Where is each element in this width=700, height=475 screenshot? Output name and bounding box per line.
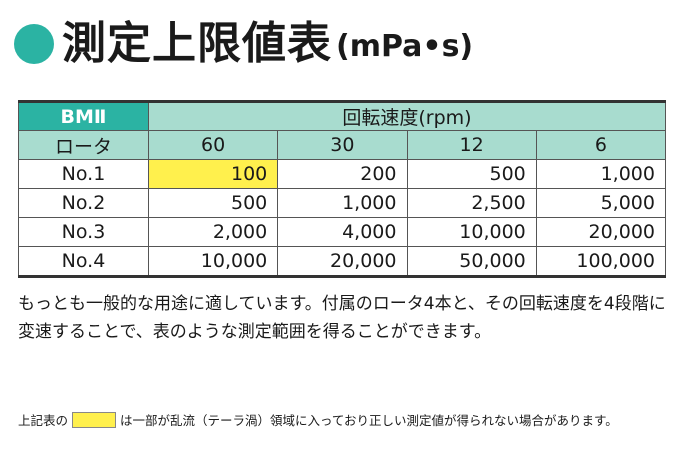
table-row: No.4 10,000 20,000 50,000 100,000 — [18, 246, 667, 277]
table-cell: 10,000 — [406, 217, 537, 247]
table-cell: 2,500 — [406, 188, 537, 218]
table-cell: 20,000 — [277, 246, 408, 277]
description-text: もっとも一般的な用途に適しています。付属のロータ4本と、その回転速度を4段階に変… — [18, 294, 666, 342]
table-cell: 2,000 — [147, 217, 279, 247]
speed-label: 回転速度(rpm) — [148, 101, 666, 131]
rotor-label: ロータ — [18, 130, 149, 160]
table-cell: 1,000 — [277, 188, 408, 218]
title-text: 測定上限値表 — [62, 18, 332, 69]
footnote-suffix: は一部が乱流（テーラ渦）領域に入っており正しい測定値が得られない場合があります。 — [120, 413, 618, 428]
table-cell: 500 — [406, 159, 537, 189]
table-cell: 200 — [277, 159, 408, 189]
table-cell-highlighted: 100 — [147, 159, 279, 189]
speed-header: 60 — [147, 130, 279, 160]
table-row: No.2 500 1,000 2,500 5,000 — [18, 188, 667, 218]
table-cell: 100,000 — [535, 246, 667, 277]
table-cell: 5,000 — [535, 188, 667, 218]
page-title: 測定上限値表 (mPa•s) — [14, 14, 473, 74]
model-label: BMⅡ — [18, 101, 149, 131]
rotor-name: No.2 — [18, 188, 149, 218]
upper-limit-table: BMⅡ 回転速度(rpm) ロータ 60 30 12 6 No.1 100 20… — [18, 100, 667, 278]
rotor-name: No.3 — [18, 217, 149, 247]
speed-header: 30 — [277, 130, 408, 160]
table-row: No.1 100 200 500 1,000 — [18, 159, 667, 189]
highlight-legend-swatch — [72, 411, 117, 428]
title-bullet-icon — [14, 24, 54, 64]
table-cell: 500 — [147, 188, 279, 218]
rotor-name: No.4 — [18, 246, 149, 277]
rotor-name: No.1 — [18, 159, 149, 189]
table-cell: 20,000 — [535, 217, 667, 247]
table-cell: 50,000 — [406, 246, 537, 277]
table-cell: 1,000 — [535, 159, 667, 189]
speed-header: 6 — [535, 130, 667, 160]
table-cell: 4,000 — [277, 217, 408, 247]
title-unit: (mPa•s) — [336, 29, 474, 64]
table-cell: 10,000 — [147, 246, 279, 277]
footnote: 上記表の は一部が乱流（テーラ渦）領域に入っており正しい測定値が得られない場合が… — [18, 410, 688, 429]
table-row: No.3 2,000 4,000 10,000 20,000 — [18, 217, 667, 247]
speed-header: 12 — [406, 130, 537, 160]
footnote-prefix: 上記表の — [18, 413, 69, 428]
